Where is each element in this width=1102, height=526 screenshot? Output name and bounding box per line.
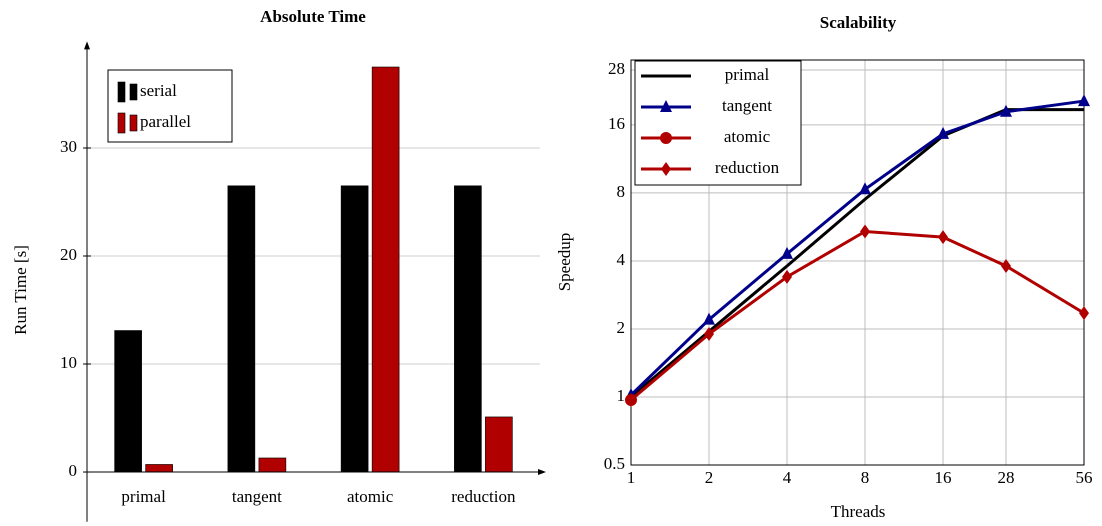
x-tick-label: 56 [1076,468,1093,487]
series-line [630,229,1085,402]
marker [1078,94,1090,107]
bar [371,66,400,473]
marker [1079,306,1089,321]
legend-label: atomic [724,127,771,146]
legend-label: reduction [715,158,780,177]
marker [860,224,871,239]
legend-swatch [129,114,138,132]
x-tick-label: reduction [451,487,516,506]
legend-label: primal [725,65,770,84]
marker [703,312,716,325]
legend [107,69,233,143]
x-tick-label: tangent [232,487,282,506]
legend-swatch [117,81,126,103]
marker [781,246,794,259]
y-tick-label: 2 [617,318,626,337]
bar [454,185,482,473]
bar [340,185,369,473]
y-tick-label: 4 [617,250,626,269]
marker [859,182,872,195]
marker [660,132,672,144]
y-tick-label: 16 [608,114,625,133]
bar [227,185,256,473]
x-tick-label: atomic [347,487,394,506]
legend-swatch [117,112,126,134]
marker [626,392,636,407]
x-tick-label: 16 [935,468,952,487]
y-tick-label: 1 [617,386,626,405]
y-tick-label: 30 [60,137,77,156]
legend-label: serial [140,81,177,100]
y-tick-label: 28 [608,59,625,78]
x-tick-label: primal [121,487,166,506]
marker [782,269,793,284]
bar [258,457,287,473]
bar [485,416,513,473]
x-tick-label: 1 [627,468,636,487]
y-tick-label: 8 [617,182,626,201]
plot-frame [630,59,1085,466]
marker [999,104,1012,117]
x-tick-label: 28 [997,468,1014,487]
y-tick-label: 10 [60,353,77,372]
chart-title: Absolute Time [260,7,366,26]
marker [704,326,715,341]
arrow [538,469,546,476]
legend-swatch [129,83,138,101]
marker [1000,258,1011,273]
bar [145,464,173,473]
arrow [84,41,90,50]
bar [114,330,142,473]
legend [634,60,802,186]
x-tick-label: 8 [861,468,870,487]
y-tick-label: 20 [60,245,77,264]
legend-label: tangent [722,96,772,115]
marker [660,100,672,112]
x-tick-label: 2 [705,468,714,487]
x-tick-label: 4 [783,468,792,487]
y-tick-label: 0.5 [604,454,625,473]
chart-title: Scalability [820,13,897,32]
y-axis-label: Speedup [555,233,574,292]
x-axis-label: Threads [831,502,886,521]
legend-label: parallel [140,112,191,131]
marker [938,230,949,245]
marker [661,162,671,176]
marker [937,126,950,139]
y-tick-label: 0 [69,461,78,480]
y-axis-label: Run Time [s] [11,245,30,335]
